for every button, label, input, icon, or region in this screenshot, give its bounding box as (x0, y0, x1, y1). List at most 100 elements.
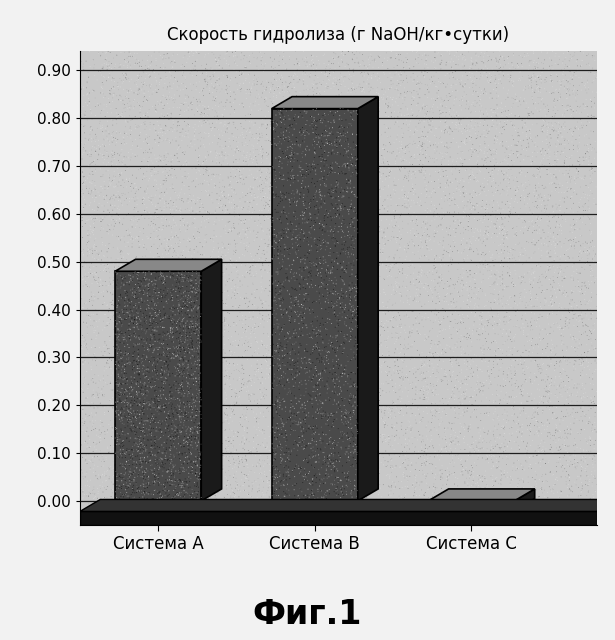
Point (335, 223, 345, 233)
Point (111, 412, 121, 422)
Point (148, 366, 157, 376)
Point (396, 355, 406, 365)
Point (502, 152, 512, 162)
Point (343, 416, 352, 426)
Point (97, 481, 107, 492)
Point (283, 328, 293, 339)
Point (458, 81, 467, 91)
Point (132, 441, 142, 451)
Point (547, 301, 557, 311)
Point (477, 277, 486, 287)
Point (173, 419, 183, 429)
Point (234, 163, 244, 173)
Point (90, 402, 100, 412)
Point (290, 333, 300, 343)
Point (436, 503, 446, 513)
Point (580, 192, 590, 202)
Point (267, 116, 277, 127)
Point (179, 435, 189, 445)
Point (310, 189, 320, 200)
Point (283, 157, 293, 167)
Point (481, 500, 491, 511)
Point (286, 65, 296, 76)
Point (130, 134, 140, 145)
Point (327, 481, 336, 491)
Point (337, 259, 347, 269)
Point (556, 472, 566, 482)
Point (576, 424, 586, 435)
Point (581, 220, 590, 230)
Point (454, 503, 464, 513)
Point (412, 477, 422, 488)
Point (159, 444, 169, 454)
Point (196, 401, 206, 411)
Point (231, 255, 241, 266)
Point (418, 242, 427, 252)
Point (224, 74, 234, 84)
Point (123, 356, 133, 367)
Point (111, 254, 121, 264)
Point (365, 296, 375, 306)
Point (121, 394, 130, 404)
Point (269, 192, 279, 202)
Point (92, 214, 102, 225)
Point (388, 311, 398, 321)
Point (506, 116, 516, 127)
Point (537, 396, 547, 406)
Point (85, 282, 95, 292)
Point (490, 329, 500, 339)
Point (427, 504, 437, 515)
Point (351, 383, 361, 393)
Point (295, 378, 304, 388)
Point (511, 185, 521, 195)
Point (439, 128, 449, 138)
Point (223, 476, 232, 486)
Point (151, 317, 161, 327)
Point (147, 260, 157, 270)
Point (536, 76, 546, 86)
Point (79, 337, 89, 347)
Point (301, 230, 311, 241)
Point (285, 248, 295, 259)
Point (470, 500, 480, 510)
Point (153, 161, 163, 171)
Point (117, 390, 127, 400)
Point (268, 482, 278, 492)
Point (576, 502, 585, 512)
Point (200, 351, 210, 362)
Point (90, 185, 100, 195)
Point (443, 498, 453, 508)
Point (130, 283, 140, 293)
Point (440, 433, 450, 443)
Point (158, 339, 168, 349)
Point (240, 470, 250, 480)
Point (284, 504, 294, 515)
Point (467, 283, 477, 293)
Point (290, 215, 300, 225)
Point (421, 315, 431, 325)
Point (304, 165, 314, 175)
Point (448, 127, 458, 137)
Point (275, 467, 285, 477)
Point (479, 501, 489, 511)
Point (321, 227, 331, 237)
Point (200, 52, 210, 62)
Point (455, 505, 465, 515)
Point (301, 138, 311, 148)
Point (137, 279, 146, 289)
Point (309, 143, 319, 153)
Point (343, 455, 353, 465)
Point (469, 274, 479, 284)
Point (241, 228, 251, 238)
Point (458, 497, 468, 507)
Point (506, 498, 515, 508)
Point (186, 317, 196, 327)
Point (565, 54, 575, 64)
Point (424, 499, 434, 509)
Point (278, 248, 288, 259)
Point (241, 497, 251, 508)
Point (354, 109, 363, 119)
Point (533, 53, 543, 63)
Point (453, 497, 463, 508)
Point (104, 72, 114, 83)
